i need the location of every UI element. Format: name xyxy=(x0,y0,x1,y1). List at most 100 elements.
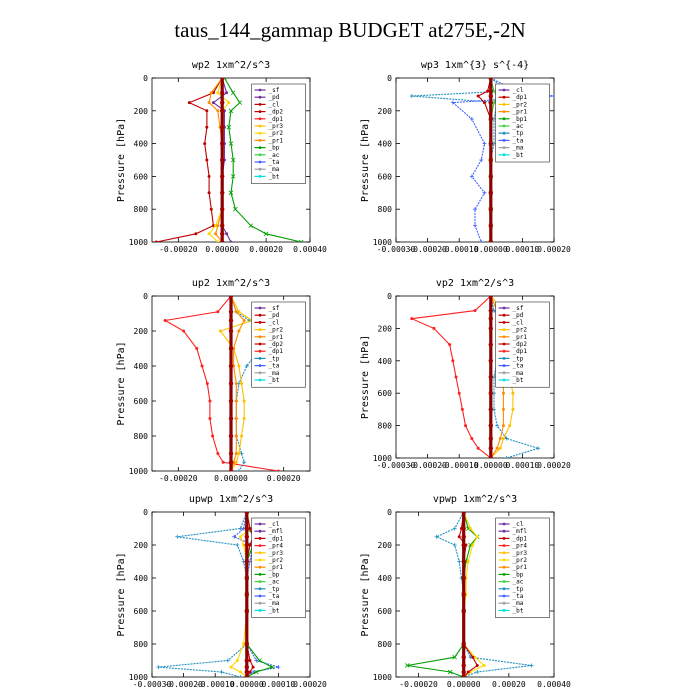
data-point xyxy=(248,670,252,674)
data-point xyxy=(269,664,275,670)
data-point xyxy=(488,93,493,99)
legend-label: _pr2 xyxy=(269,327,284,334)
legend-marker xyxy=(258,601,262,605)
data-point xyxy=(230,157,236,163)
legend-label: _bp1 xyxy=(513,116,528,123)
data-point xyxy=(220,239,225,242)
y-tick-label: 1000 xyxy=(373,673,392,682)
data-point xyxy=(475,670,480,675)
legend-label: _pr2 xyxy=(513,557,528,564)
data-point xyxy=(209,91,213,95)
y-tick-label: 1000 xyxy=(129,467,148,476)
legend-label: _cl xyxy=(269,521,280,528)
legend-label: _pr1 xyxy=(513,109,528,116)
data-point xyxy=(216,91,220,95)
legend-label: _bt xyxy=(513,152,524,159)
data-point xyxy=(228,141,234,146)
x-tick-label: 0.00020 xyxy=(492,680,526,689)
legend-label: _tp xyxy=(269,586,280,593)
y-tick-label: 200 xyxy=(134,107,149,116)
y-tick-label: 200 xyxy=(134,541,149,550)
series-group xyxy=(405,512,534,677)
data-point xyxy=(248,543,252,547)
data-point xyxy=(244,534,249,539)
legend-label: _sf xyxy=(269,87,280,94)
data-point xyxy=(501,437,505,441)
legend-marker xyxy=(502,601,506,605)
data-point xyxy=(466,560,470,563)
data-point xyxy=(242,543,246,547)
legend-label: _cl xyxy=(513,521,524,528)
data-point xyxy=(156,665,161,670)
data-point xyxy=(240,434,244,438)
plot-frame xyxy=(395,77,555,243)
data-point xyxy=(498,437,502,441)
legend-marker xyxy=(258,529,262,533)
y-axis-label: Pressure [hPa] xyxy=(360,118,371,202)
data-point xyxy=(508,424,512,428)
data-point xyxy=(220,190,225,195)
data-point xyxy=(244,559,249,564)
legend-marker xyxy=(258,357,262,360)
legend-marker xyxy=(258,153,262,157)
y-tick-label: 0 xyxy=(387,74,392,83)
legend-label: _dp2 xyxy=(269,341,284,348)
legend-label: _pd xyxy=(269,94,280,101)
data-point xyxy=(461,669,466,675)
legend-marker xyxy=(258,580,262,583)
y-tick-label: 600 xyxy=(378,389,393,398)
data-point xyxy=(457,391,461,395)
legend-marker xyxy=(258,175,262,178)
data-point xyxy=(471,655,475,659)
data-point xyxy=(488,374,493,380)
data-point xyxy=(457,559,462,564)
legend-label: _pr4 xyxy=(269,543,284,550)
legend-marker xyxy=(502,587,506,591)
legend-marker xyxy=(258,609,262,612)
data-point xyxy=(488,141,493,146)
data-point xyxy=(276,469,280,471)
legend-marker xyxy=(258,558,262,562)
legend-marker xyxy=(258,551,262,555)
y-tick-label: 400 xyxy=(378,357,393,366)
data-point xyxy=(227,101,231,105)
legend-marker xyxy=(258,565,262,569)
legend: _cl_mfl_dp1_pr4_pr3_pr2_pr1_bp_ac_tp_ta_… xyxy=(495,517,550,618)
data-point xyxy=(242,319,246,322)
legend-marker xyxy=(502,153,506,157)
y-axis-label: Pressure [hPa] xyxy=(116,552,127,636)
data-point xyxy=(216,310,220,314)
legend-marker xyxy=(502,306,506,310)
x-tick-label: 0.00040 xyxy=(293,245,327,254)
legend-marker xyxy=(502,378,506,382)
legend-marker xyxy=(502,131,506,135)
data-point xyxy=(194,232,198,236)
data-point xyxy=(216,240,220,242)
legend-label: _cl xyxy=(513,319,524,326)
legend-marker xyxy=(258,131,262,135)
data-point xyxy=(488,239,493,242)
data-point xyxy=(473,207,477,212)
legend-marker xyxy=(502,364,506,367)
y-tick-label: 800 xyxy=(134,432,149,441)
legend-marker xyxy=(502,529,506,533)
y-tick-label: 400 xyxy=(134,140,149,149)
data-point xyxy=(220,207,225,212)
legend-label: _pr1 xyxy=(269,564,284,571)
legend-marker xyxy=(258,88,262,92)
data-point xyxy=(238,535,242,539)
plot-frame xyxy=(151,511,311,678)
data-point xyxy=(448,343,452,347)
legend-label: _ac xyxy=(269,152,280,159)
legend-label: _dp2 xyxy=(513,341,528,348)
legend-label: _pr3 xyxy=(513,550,528,557)
data-point xyxy=(461,663,466,668)
data-point xyxy=(234,417,238,420)
x-tick-label: 0.00000 xyxy=(474,461,508,470)
data-point xyxy=(211,224,215,228)
data-point xyxy=(228,309,234,314)
data-point xyxy=(248,527,252,530)
data-point xyxy=(225,658,230,663)
data-point xyxy=(488,316,493,321)
data-point xyxy=(461,512,466,515)
